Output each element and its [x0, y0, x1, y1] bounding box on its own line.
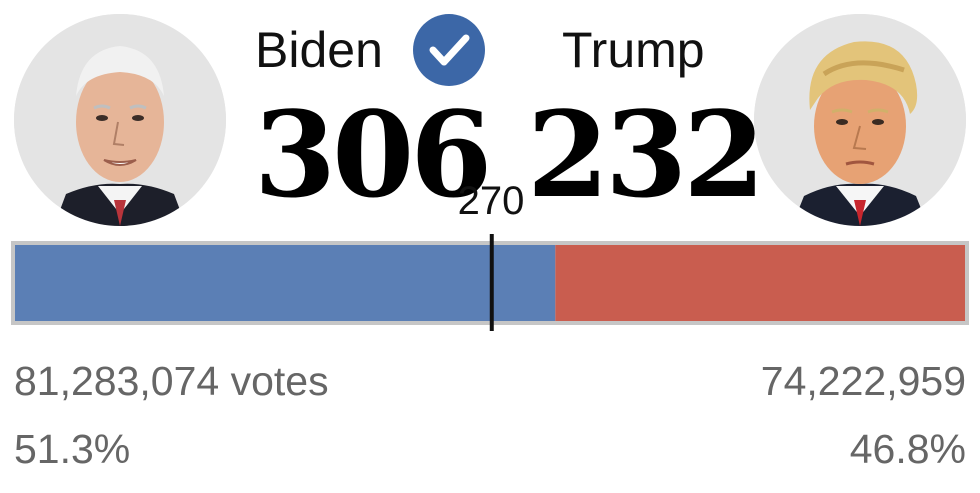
biden-name: Biden	[255, 22, 383, 78]
trump-popular-votes: 74,222,959	[760, 358, 966, 404]
trump-name: Trump	[562, 22, 705, 78]
trump-popular-percent: 46.8%	[849, 426, 966, 472]
biden-portrait-illustration	[14, 14, 226, 226]
check-circle-icon	[413, 14, 485, 86]
biden-popular-percent: 51.3%	[14, 426, 131, 472]
trump-avatar	[754, 14, 966, 226]
trump-bar	[555, 245, 965, 321]
trump-electoral-votes: 232	[527, 85, 765, 224]
electoral-bar-chart	[11, 234, 969, 331]
biden-bar	[15, 245, 556, 321]
threshold-label: 270	[457, 179, 525, 223]
biden-electoral-votes: 306	[254, 85, 492, 224]
trump-portrait-illustration	[754, 14, 966, 226]
biden-avatar	[14, 14, 226, 226]
biden-popular-votes: 81,283,074 votes	[14, 358, 329, 404]
